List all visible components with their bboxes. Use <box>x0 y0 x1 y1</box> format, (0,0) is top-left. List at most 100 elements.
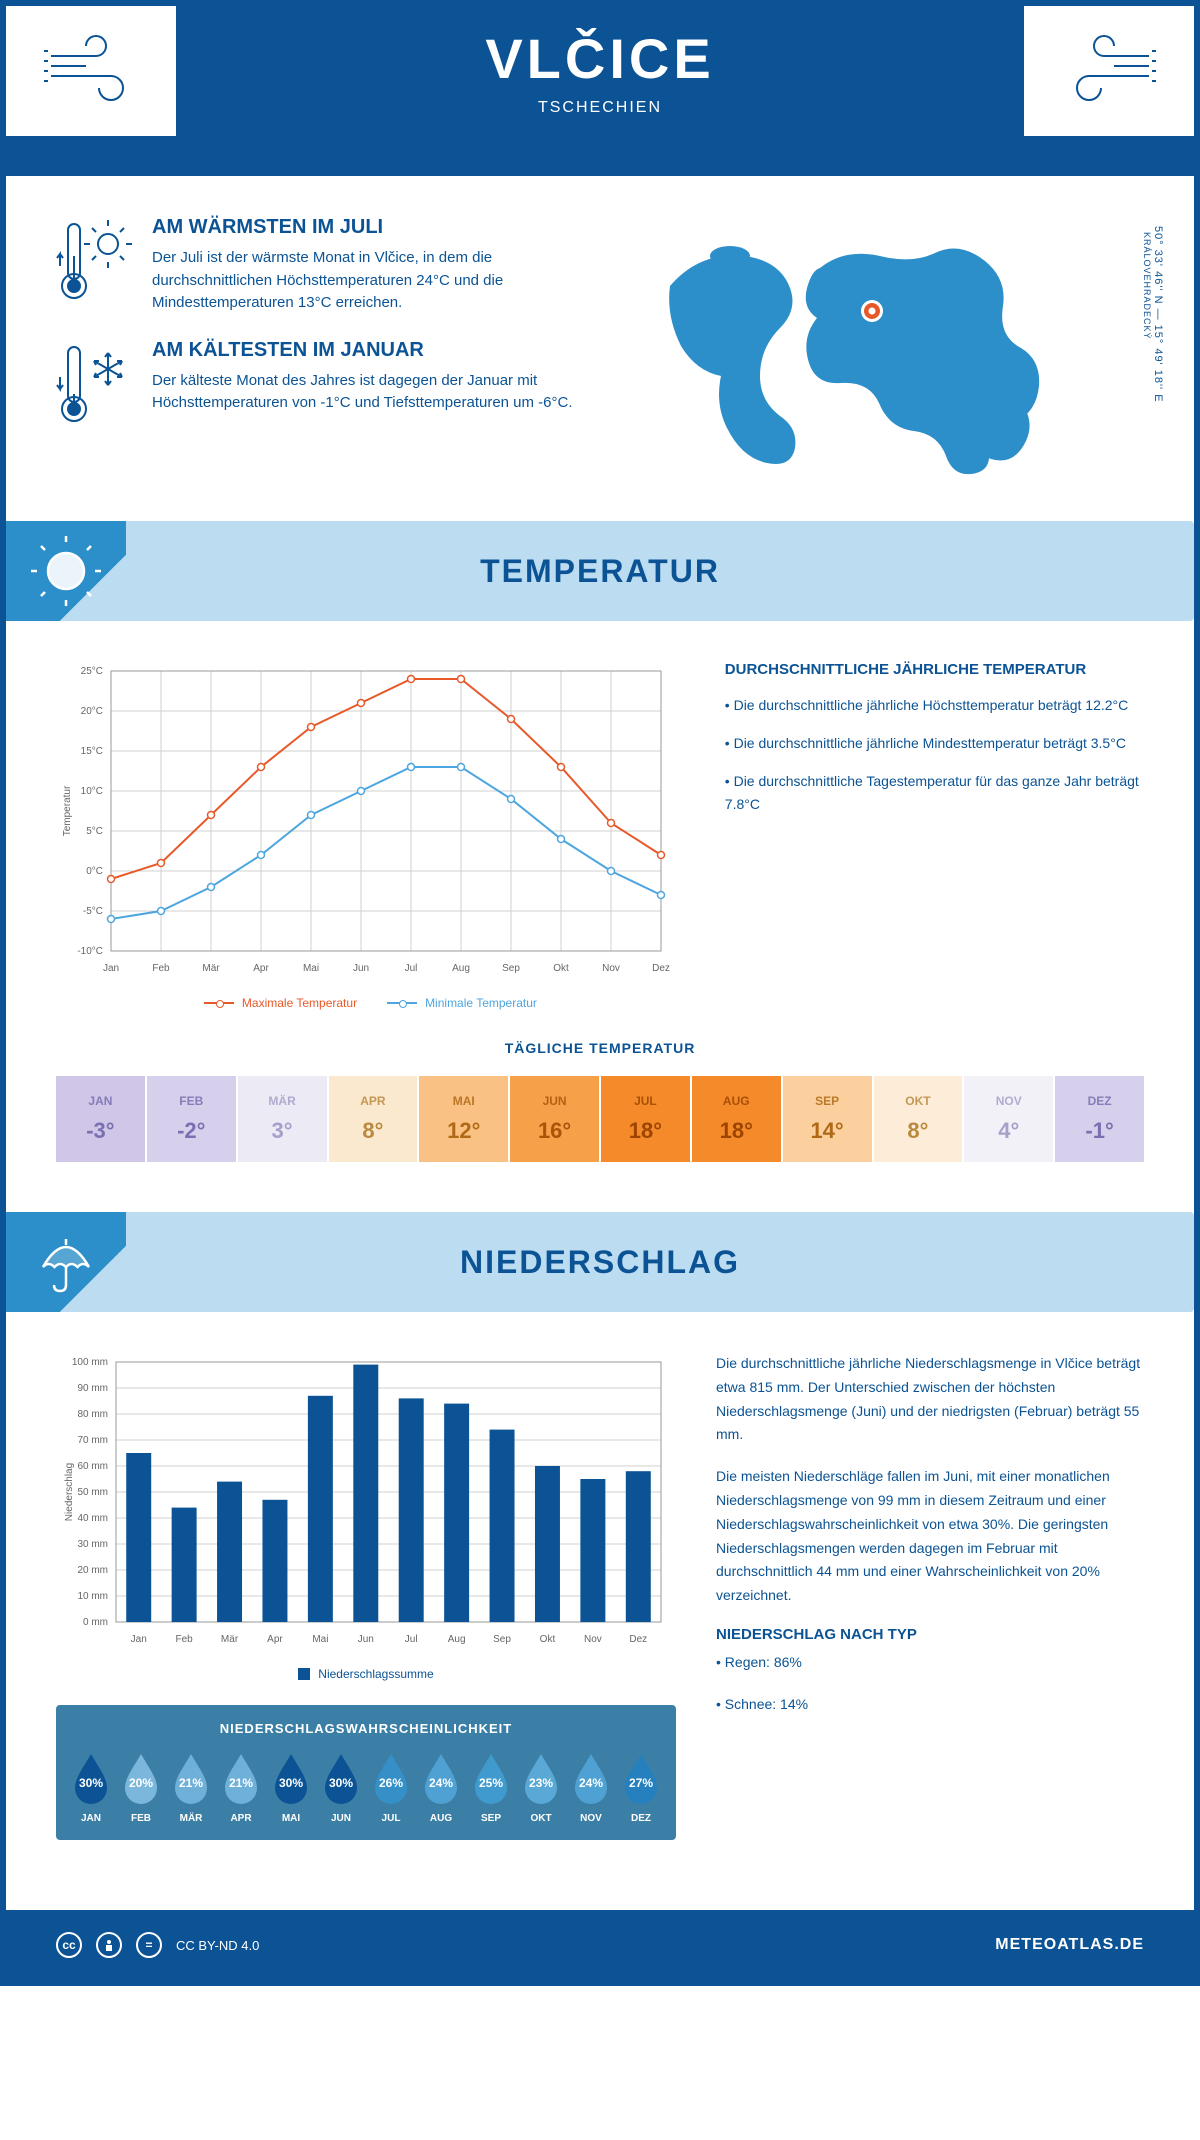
svg-text:Dez: Dez <box>629 1634 647 1645</box>
probability-drop: 27%DEZ <box>618 1750 664 1824</box>
svg-text:15°C: 15°C <box>81 746 103 757</box>
daily-cell: OKT8° <box>874 1076 963 1162</box>
coldest-text: Der kälteste Monat des Jahres ist dagege… <box>152 370 580 415</box>
daily-cell: JUN16° <box>510 1076 599 1162</box>
svg-text:Mai: Mai <box>312 1634 328 1645</box>
probability-drop: 24%NOV <box>568 1750 614 1824</box>
svg-text:Feb: Feb <box>176 1634 194 1645</box>
svg-text:70 mm: 70 mm <box>77 1435 108 1446</box>
world-map: 50° 33' 46'' N — 15° 49' 18'' E KRÁLOVEH… <box>620 216 1144 481</box>
brand-text: METEOATLAS.DE <box>995 1936 1144 1954</box>
sun-icon <box>6 521 126 621</box>
svg-text:-5°C: -5°C <box>83 906 103 917</box>
svg-text:Okt: Okt <box>540 1634 556 1645</box>
precip-desc-1: Die durchschnittliche jährliche Niedersc… <box>716 1352 1144 1447</box>
nd-icon: = <box>136 1932 162 1958</box>
temp-desc-heading: DURCHSCHNITTLICHE JÄHRLICHE TEMPERATUR <box>725 661 1144 678</box>
svg-text:100 mm: 100 mm <box>72 1357 108 1368</box>
warmest-text: Der Juli ist der wärmste Monat in Vlčice… <box>152 247 580 315</box>
svg-text:-10°C: -10°C <box>77 946 103 957</box>
svg-text:Feb: Feb <box>152 963 170 974</box>
probability-drop: 21%MÄR <box>168 1750 214 1824</box>
precipitation-title: NIEDERSCHLAG <box>460 1244 740 1281</box>
precipitation-section-header: NIEDERSCHLAG <box>6 1212 1194 1312</box>
warmest-block: AM WÄRMSTEN IM JULI Der Juli ist der wär… <box>56 216 580 315</box>
temp-desc-3: • Die durchschnittliche Tagestemperatur … <box>725 770 1144 818</box>
svg-text:Jul: Jul <box>405 963 418 974</box>
coldest-title: AM KÄLTESTEN IM JANUAR <box>152 339 580 362</box>
daily-cell: JAN-3° <box>56 1076 145 1162</box>
wind-icon-right <box>1024 6 1194 136</box>
thermometer-hot-icon <box>56 216 136 315</box>
svg-text:20 mm: 20 mm <box>77 1565 108 1576</box>
legend-max: Maximale Temperatur <box>242 996 357 1010</box>
temperature-section-header: TEMPERATUR <box>6 521 1194 621</box>
svg-text:Nov: Nov <box>602 963 620 974</box>
svg-text:10 mm: 10 mm <box>77 1591 108 1602</box>
daily-cell: APR8° <box>329 1076 418 1162</box>
daily-cell: MAI12° <box>419 1076 508 1162</box>
license-text: CC BY-ND 4.0 <box>176 1938 259 1953</box>
probability-drop: 23%OKT <box>518 1750 564 1824</box>
by-icon <box>96 1932 122 1958</box>
precip-legend: Niederschlagssumme <box>318 1667 433 1681</box>
daily-cell: AUG18° <box>692 1076 781 1162</box>
coldest-block: AM KÄLTESTEN IM JANUAR Der kälteste Mona… <box>56 339 580 434</box>
legend-min: Minimale Temperatur <box>425 996 537 1010</box>
temp-desc-2: • Die durchschnittliche jährliche Mindes… <box>725 732 1144 756</box>
precip-type-heading: NIEDERSCHLAG NACH TYP <box>716 1626 1144 1643</box>
probability-drop: 26%JUL <box>368 1750 414 1824</box>
daily-cell: JUL18° <box>601 1076 690 1162</box>
daily-cell: FEB-2° <box>147 1076 236 1162</box>
prob-title: NIEDERSCHLAGSWAHRSCHEINLICHKEIT <box>68 1721 664 1736</box>
svg-text:30 mm: 30 mm <box>77 1539 108 1550</box>
probability-drop: 30%JUN <box>318 1750 364 1824</box>
probability-drop: 30%JAN <box>68 1750 114 1824</box>
daily-temp-title: TÄGLICHE TEMPERATUR <box>56 1040 1144 1056</box>
svg-text:Jan: Jan <box>131 1634 147 1645</box>
svg-text:Sep: Sep <box>493 1634 511 1645</box>
svg-text:Nov: Nov <box>584 1634 602 1645</box>
svg-text:Aug: Aug <box>452 963 470 974</box>
precipitation-probability-box: NIEDERSCHLAGSWAHRSCHEINLICHKEIT 30%JAN20… <box>56 1705 676 1840</box>
daily-cell: DEZ-1° <box>1055 1076 1144 1162</box>
probability-drop: 20%FEB <box>118 1750 164 1824</box>
wind-icon-left <box>6 6 176 136</box>
svg-text:Apr: Apr <box>253 963 269 974</box>
precip-type-1: • Regen: 86% <box>716 1651 1144 1675</box>
svg-text:40 mm: 40 mm <box>77 1513 108 1524</box>
svg-text:0 mm: 0 mm <box>83 1617 108 1628</box>
svg-text:90 mm: 90 mm <box>77 1383 108 1394</box>
cc-icon: cc <box>56 1932 82 1958</box>
svg-text:Temperatur: Temperatur <box>62 785 73 836</box>
precip-type-2: • Schnee: 14% <box>716 1693 1144 1717</box>
svg-text:Dez: Dez <box>652 963 670 974</box>
temperature-title: TEMPERATUR <box>480 553 720 590</box>
svg-text:Okt: Okt <box>553 963 569 974</box>
probability-drop: 21%APR <box>218 1750 264 1824</box>
svg-text:80 mm: 80 mm <box>77 1409 108 1420</box>
svg-text:Jul: Jul <box>405 1634 418 1645</box>
probability-drop: 25%SEP <box>468 1750 514 1824</box>
location-country: TSCHECHIEN <box>176 99 1024 117</box>
thermometer-cold-icon <box>56 339 136 434</box>
svg-text:Apr: Apr <box>267 1634 283 1645</box>
probability-drop: 24%AUG <box>418 1750 464 1824</box>
svg-text:Mär: Mär <box>202 963 220 974</box>
svg-text:Mai: Mai <box>303 963 319 974</box>
svg-text:60 mm: 60 mm <box>77 1461 108 1472</box>
svg-text:20°C: 20°C <box>81 706 103 717</box>
precip-desc-2: Die meisten Niederschläge fallen im Juni… <box>716 1465 1144 1608</box>
svg-text:Jun: Jun <box>353 963 369 974</box>
probability-drop: 30%MAI <box>268 1750 314 1824</box>
daily-cell: SEP14° <box>783 1076 872 1162</box>
temperature-line-chart: -10°C-5°C0°C5°C10°C15°C20°C25°CJanFebMär… <box>56 661 685 1010</box>
svg-text:Jan: Jan <box>103 963 119 974</box>
location-title: VLČICE <box>176 26 1024 91</box>
svg-text:10°C: 10°C <box>81 786 103 797</box>
warmest-title: AM WÄRMSTEN IM JULI <box>152 216 580 239</box>
svg-text:Jun: Jun <box>358 1634 374 1645</box>
svg-text:Niederschlag: Niederschlag <box>64 1463 75 1521</box>
svg-text:5°C: 5°C <box>86 826 103 837</box>
coordinates: 50° 33' 46'' N — 15° 49' 18'' E KRÁLOVEH… <box>1142 226 1164 403</box>
